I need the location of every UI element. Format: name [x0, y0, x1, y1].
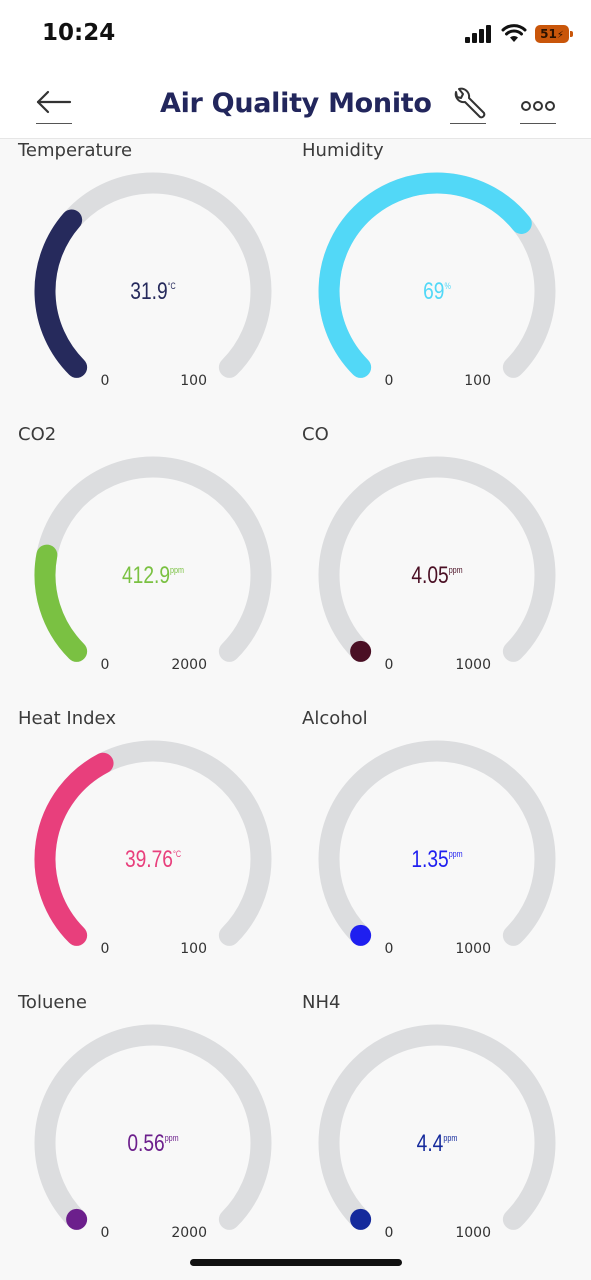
- gauge-dial: 4.05ppm 0 1000: [318, 456, 556, 673]
- gauge-value-unit: ppm: [443, 1133, 457, 1143]
- settings-button[interactable]: [448, 86, 488, 124]
- gauge-value: 31.9°C: [130, 277, 176, 305]
- gauge-value-unit: ppm: [165, 1133, 179, 1143]
- arrow-left-icon: [36, 90, 72, 114]
- gauge-min-label: 0: [385, 1225, 394, 1241]
- gauge-label: Alcohol: [302, 708, 368, 729]
- gauge-max-label: 100: [180, 941, 207, 957]
- gauge-min-label: 0: [101, 1225, 110, 1241]
- gauge-value-unit: °C: [173, 849, 181, 859]
- status-icons: 51⚡: [465, 24, 573, 43]
- cellular-signal-icon: [465, 24, 491, 43]
- gauge-value: 0.56ppm: [127, 1129, 179, 1157]
- gauge-alcohol: Alcohol 1.35ppm 0 1000: [284, 706, 568, 990]
- gauge-value: 4.05ppm: [411, 561, 463, 589]
- more-options-button[interactable]: [518, 86, 558, 124]
- gauge-value-number: 4.4: [417, 1129, 444, 1157]
- more-horizontal-icon: [521, 101, 555, 111]
- app-header: Air Quality Monitor...: [0, 70, 591, 139]
- gauge-heat-index: Heat Index 39.76°C 0 100: [0, 706, 284, 990]
- gauge-value-number: 1.35: [411, 845, 448, 873]
- gauge-value-number: 4.05: [411, 561, 448, 589]
- gauge-min-label: 0: [385, 373, 394, 389]
- gauge-dial: 69% 0 100: [318, 172, 556, 389]
- gauge-temperature: Temperature 31.9°C 0 100: [0, 138, 284, 422]
- gauge-value: 1.35ppm: [411, 845, 463, 873]
- gauge-value-arc: [34, 544, 88, 662]
- gauge-value: 39.76°C: [125, 845, 181, 873]
- page-title: Air Quality Monitor...: [160, 88, 432, 119]
- gauge-max-label: 1000: [455, 657, 491, 673]
- gauge-value-number: 39.76: [125, 845, 173, 873]
- battery-icon: 51⚡: [535, 24, 573, 43]
- gauge-label: CO: [302, 424, 329, 445]
- gauge-min-label: 0: [385, 941, 394, 957]
- gauge-value-unit: °C: [168, 281, 176, 291]
- gauge-label: Heat Index: [18, 708, 116, 729]
- gauge-dial: 31.9°C 0 100: [34, 172, 272, 389]
- gauge-value-marker: [350, 924, 372, 946]
- gauge-min-label: 0: [101, 941, 110, 957]
- gauge-min-label: 0: [385, 657, 394, 673]
- status-time: 10:24: [42, 20, 116, 46]
- gauge-value-marker: [66, 1208, 88, 1230]
- gauge-value-unit: %: [444, 281, 450, 291]
- gauge-max-label: 2000: [171, 1225, 207, 1241]
- gauge-value-number: 69: [423, 277, 444, 305]
- gauge-max-label: 100: [180, 373, 207, 389]
- gauge-max-label: 100: [464, 373, 491, 389]
- gauge-min-label: 0: [101, 373, 110, 389]
- wrench-icon: [454, 87, 486, 119]
- gauge-value: 412.9ppm: [122, 561, 184, 589]
- gauge-dial: 4.4ppm 0 1000: [318, 1024, 556, 1241]
- gauge-label: NH4: [302, 992, 341, 1013]
- gauge-label: Toluene: [18, 992, 87, 1013]
- gauge-dial: 39.76°C 0 100: [34, 740, 272, 957]
- gauge-nh4: NH4 4.4ppm 0 1000: [284, 990, 568, 1274]
- gauge-max-label: 1000: [455, 941, 491, 957]
- gauge-value-arc: [318, 172, 532, 378]
- gauge-value-unit: ppm: [449, 849, 463, 859]
- gauge-label: Temperature: [18, 140, 133, 161]
- gauge-track: [34, 172, 272, 378]
- gauge-track: [34, 1024, 272, 1230]
- gauge-max-label: 2000: [171, 657, 207, 673]
- gauge-max-label: 1000: [455, 1225, 491, 1241]
- gauge-humidity: Humidity 69% 0 100: [284, 138, 568, 422]
- gauge-value: 4.4ppm: [417, 1129, 458, 1157]
- gauge-value-arc: [34, 752, 114, 946]
- gauge-value-unit: ppm: [449, 565, 463, 575]
- gauge-track: [34, 456, 272, 662]
- home-indicator: [190, 1259, 402, 1266]
- back-button[interactable]: [34, 86, 74, 124]
- gauge-value-number: 0.56: [127, 1129, 164, 1157]
- gauge-dial: 412.9ppm 0 2000: [34, 456, 272, 673]
- gauge-toluene: Toluene 0.56ppm 0 2000: [0, 990, 284, 1274]
- gauge-co2: CO2 412.9ppm 0 2000: [0, 422, 284, 706]
- gauge-label: CO2: [18, 424, 57, 445]
- gauge-value-marker: [350, 1208, 372, 1230]
- gauge-track: [318, 1024, 556, 1230]
- gauge-value-arc: [34, 209, 88, 378]
- gauge-track: [318, 740, 556, 946]
- gauge-value-number: 412.9: [122, 561, 170, 589]
- gauge-dial: 1.35ppm 0 1000: [318, 740, 556, 957]
- gauge-min-label: 0: [101, 657, 110, 673]
- gauge-value-number: 31.9: [130, 277, 167, 305]
- gauge-value-marker: [350, 640, 372, 662]
- gauge-dial: 0.56ppm 0 2000: [34, 1024, 272, 1241]
- battery-level: 51: [540, 26, 557, 41]
- gauge-value-unit: ppm: [170, 565, 184, 575]
- wifi-icon: [501, 24, 527, 42]
- gauge-label: Humidity: [302, 140, 384, 161]
- status-bar: 10:24 51⚡: [0, 0, 591, 70]
- gauge-value: 69%: [423, 277, 451, 305]
- gauge-co: CO 4.05ppm 0 1000: [284, 422, 568, 706]
- gauge-track: [318, 456, 556, 662]
